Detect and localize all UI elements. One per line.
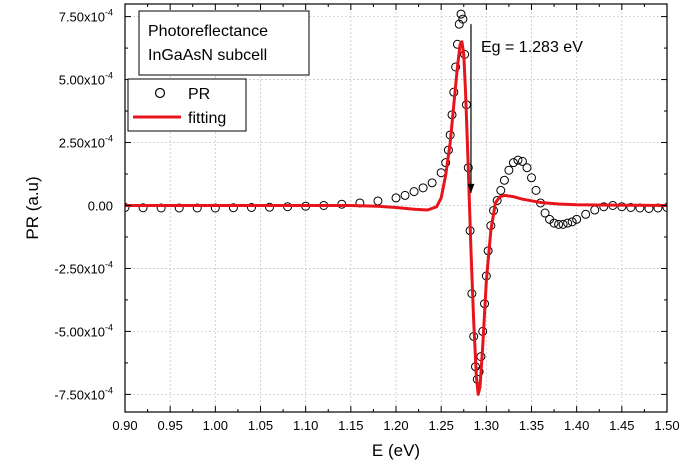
y-tick-label: 2.50x10-4 <box>59 134 113 151</box>
pr-data-point <box>567 217 577 227</box>
eg-arrow-head <box>467 183 475 193</box>
y-tick-label: 7.50x10-4 <box>59 8 113 25</box>
pr-data-point <box>427 178 437 188</box>
pr-data-point <box>400 190 410 200</box>
y-axis-title: PR (a.u) <box>23 176 42 239</box>
x-axis-title: E (eV) <box>372 441 420 460</box>
eg-annotation-label: Eg = 1.283 eV <box>481 39 583 56</box>
y-tick-label: -2.50x10-4 <box>54 259 113 276</box>
pr-data-point <box>540 208 550 218</box>
pr-data-point <box>265 202 275 212</box>
pr-data-point <box>572 214 582 224</box>
pr-data-point <box>492 195 502 205</box>
x-tick-label: 1.20 <box>383 418 408 433</box>
pr-data-point <box>391 193 401 203</box>
pr-data-point <box>662 202 667 212</box>
y-tick-label-mantissa: -2.50x10 <box>54 261 105 276</box>
x-tick-label: 1.00 <box>203 418 228 433</box>
eg-annotation: Eg = 1.283 eV <box>467 24 583 193</box>
y-tick-label-exponent: -4 <box>105 71 113 81</box>
y-tick-label-mantissa: 0.00 <box>88 198 113 213</box>
fitting-curve <box>125 40 667 396</box>
pr-data-point <box>522 163 532 173</box>
pr-data-point <box>228 203 238 213</box>
x-tick-label: 1.25 <box>429 418 454 433</box>
x-tick-label: 1.40 <box>564 418 589 433</box>
pr-data-point <box>558 219 568 229</box>
axis-ticks <box>124 4 668 412</box>
y-tick-label-exponent: -4 <box>105 385 113 395</box>
legend: PR fitting <box>127 78 247 132</box>
pr-data-point <box>246 202 256 212</box>
pr-data-point <box>517 156 527 166</box>
text-box-line-2: InGaAsN subcell <box>148 47 267 64</box>
y-tick-label-exponent: -4 <box>105 259 113 269</box>
pr-data-point <box>418 183 428 193</box>
pr-data-point <box>563 218 573 228</box>
y-tick-label-exponent: -4 <box>105 134 113 144</box>
plot-area <box>125 9 667 396</box>
y-tick-label-mantissa: -7.50x10 <box>54 387 105 402</box>
y-tick-label-mantissa: 2.50x10 <box>59 136 105 151</box>
pr-data-point <box>458 14 468 24</box>
pr-data-point <box>499 175 509 185</box>
text-box-line-1: Photoreflectance <box>148 23 268 40</box>
x-tick-label: 0.95 <box>158 418 183 433</box>
pr-data-point <box>626 202 636 212</box>
y-tick-label: 0.00 <box>88 198 113 213</box>
legend-pr-marker <box>154 87 166 99</box>
pr-data-point <box>527 173 536 183</box>
y-tick-label-exponent: -4 <box>105 8 113 18</box>
text-box-frame <box>138 10 310 76</box>
pr-data-point <box>456 9 466 19</box>
legend-frame <box>127 78 247 132</box>
pr-data-point <box>138 203 148 213</box>
fitting-series <box>125 40 667 396</box>
tick-labels: 0.90 0.95 1.00 1.05 1.10 1.15 1.20 1.25 1.30 1.35… <box>54 8 679 433</box>
pr-data-point <box>373 196 383 206</box>
x-tick-label: 1.45 <box>609 418 634 433</box>
pr-data-point <box>504 165 514 175</box>
legend-pr-label: PR <box>188 86 210 103</box>
y-tick-label-mantissa: 5.00x10 <box>59 73 105 88</box>
legend-fitting-label: fitting <box>188 110 226 127</box>
y-tick-label-exponent: -4 <box>105 322 113 332</box>
pr-data-point <box>508 158 518 168</box>
pr-data-point <box>513 155 523 165</box>
pr-data-point <box>590 205 600 215</box>
x-tick-label: 0.90 <box>112 418 137 433</box>
text-box: Photoreflectance InGaAsN subcell <box>138 10 310 76</box>
y-tick-label: 5.00x10-4 <box>59 71 113 88</box>
x-tick-label: 1.05 <box>248 418 273 433</box>
y-tick-label-mantissa: -5.00x10 <box>54 324 105 339</box>
pr-data-point <box>554 219 564 229</box>
pr-data-point <box>496 185 506 195</box>
x-tick-label: 1.10 <box>293 418 318 433</box>
pr-data-point <box>549 218 559 228</box>
pr-data-point <box>581 209 591 219</box>
x-tick-label: 1.50 <box>654 418 679 433</box>
y-tick-label: -7.50x10-4 <box>54 385 113 402</box>
x-tick-label: 1.15 <box>338 418 363 433</box>
x-tick-label: 1.30 <box>474 418 499 433</box>
pr-data-point <box>409 187 419 197</box>
y-tick-label-mantissa: 7.50x10 <box>59 10 105 25</box>
pr-data-point <box>599 202 609 212</box>
pr-data-point <box>531 185 541 195</box>
x-tick-label: 1.35 <box>519 418 544 433</box>
y-tick-label: -5.00x10-4 <box>54 322 113 339</box>
pr-data-point <box>125 202 130 212</box>
